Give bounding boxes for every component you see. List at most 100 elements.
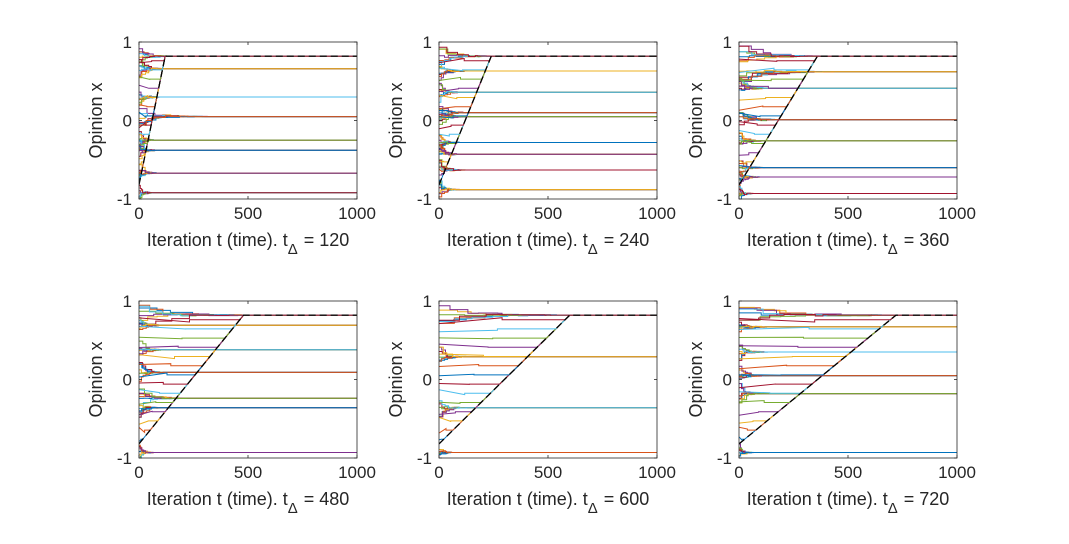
x-axis-label: Iteration t (time). tΔ = 120 (147, 230, 350, 258)
trajectory-line (739, 325, 957, 329)
x-axis-label-main: Iteration t (time). t (147, 489, 288, 509)
leader-follower-line (739, 55, 957, 62)
trend-dashed-line (439, 314, 657, 445)
x-axis-label-subscript: Δ (888, 500, 898, 517)
x-axis-label-subscript: Δ (288, 500, 298, 517)
y-tick-label: 1 (723, 33, 732, 52)
trajectory-line (139, 184, 357, 194)
x-axis-label: Iteration t (time). tΔ = 240 (447, 230, 650, 258)
x-axis-label-value: = 600 (604, 489, 650, 509)
plot-area (139, 42, 357, 199)
x-axis-label: Iteration t (time). tΔ = 480 (147, 489, 350, 517)
leader-follower-line (139, 314, 357, 323)
y-tick-label: 1 (423, 292, 432, 311)
x-tick-label: 0 (734, 463, 743, 482)
trend-dashed-line (439, 55, 657, 186)
y-tick-label: 1 (123, 33, 132, 52)
x-axis-label-subscript: Δ (588, 500, 598, 517)
trend-dashed-line (739, 314, 957, 445)
y-tick-label: 1 (723, 292, 732, 311)
trajectory-line (139, 406, 357, 412)
x-axis-label: Iteration t (time). tΔ = 600 (447, 489, 650, 517)
opinion-trajectories (439, 46, 657, 198)
x-tick-label: 500 (834, 204, 862, 223)
trajectory-line (439, 313, 657, 321)
y-tick-label: 0 (723, 371, 732, 390)
leader-follower-line (139, 55, 357, 64)
trajectory-line (739, 70, 957, 73)
x-tick-label: 0 (434, 204, 443, 223)
x-axis-label-value: = 240 (604, 230, 650, 250)
x-tick-label: 500 (534, 463, 562, 482)
opinion-trajectories (739, 45, 957, 199)
x-tick-label: 1000 (938, 204, 976, 223)
trajectory-line (739, 165, 957, 169)
y-tick-label: -1 (717, 449, 732, 468)
plot-area (439, 301, 657, 458)
trend-dashed-line (739, 55, 957, 186)
x-axis-label-main: Iteration t (time). t (447, 230, 588, 250)
plot-area (139, 301, 357, 458)
trajectory-line (739, 79, 957, 89)
x-axis-label-subscript: Δ (588, 241, 598, 258)
y-tick-label: 0 (723, 112, 732, 131)
x-tick-label: 1000 (638, 463, 676, 482)
trajectory-line (139, 146, 357, 152)
x-tick-label: 0 (134, 463, 143, 482)
y-tick-label: -1 (117, 190, 132, 209)
trajectory-line (739, 451, 957, 457)
trajectory-line (139, 314, 357, 325)
plot-area (739, 301, 957, 458)
x-axis-label: Iteration t (time). tΔ = 720 (747, 489, 950, 517)
trajectory-line (139, 447, 357, 453)
trajectory-line (739, 45, 957, 57)
y-tick-label: -1 (417, 190, 432, 209)
trajectory-line (139, 115, 357, 126)
y-axis-label: Opinion x (86, 82, 106, 158)
trajectory-line (739, 188, 957, 196)
x-axis-label: Iteration t (time). tΔ = 360 (747, 230, 950, 258)
trajectory-line (439, 91, 657, 103)
trajectory-line (139, 388, 357, 400)
opinion-trajectories (139, 48, 357, 199)
y-axis-label: Opinion x (386, 82, 406, 158)
y-tick-label: 0 (423, 371, 432, 390)
x-tick-label: 500 (534, 204, 562, 223)
y-tick-label: -1 (417, 449, 432, 468)
x-tick-label: 500 (234, 204, 262, 223)
x-tick-label: 1000 (938, 463, 976, 482)
x-tick-label: 1000 (638, 204, 676, 223)
trajectory-line (439, 346, 657, 358)
x-tick-label: 500 (234, 463, 262, 482)
trajectory-line (739, 392, 957, 404)
trajectory-line (439, 450, 657, 454)
y-axis-label: Opinion x (86, 341, 106, 417)
x-tick-label: 0 (434, 463, 443, 482)
trajectory-line (139, 348, 357, 351)
plot-area (439, 42, 657, 199)
x-axis-label-subscript: Δ (288, 241, 298, 258)
x-tick-label: 0 (134, 204, 143, 223)
trajectory-line (739, 176, 957, 184)
opinion-trajectories (739, 306, 957, 457)
x-axis-label-value: = 360 (904, 230, 950, 250)
x-axis-label-main: Iteration t (time). t (747, 489, 888, 509)
plot-area (739, 42, 957, 199)
y-tick-label: 0 (423, 112, 432, 131)
y-tick-label: -1 (717, 190, 732, 209)
y-axis-label: Opinion x (686, 341, 706, 417)
x-tick-label: 0 (734, 204, 743, 223)
y-tick-label: 1 (423, 33, 432, 52)
x-tick-label: 500 (834, 463, 862, 482)
y-tick-label: 0 (123, 371, 132, 390)
trend-dashed-line (139, 314, 357, 445)
x-tick-label: 1000 (338, 463, 376, 482)
y-tick-label: 0 (123, 112, 132, 131)
trajectory-line (739, 348, 957, 353)
trajectory-line (439, 160, 657, 171)
y-axis-label: Opinion x (386, 341, 406, 417)
